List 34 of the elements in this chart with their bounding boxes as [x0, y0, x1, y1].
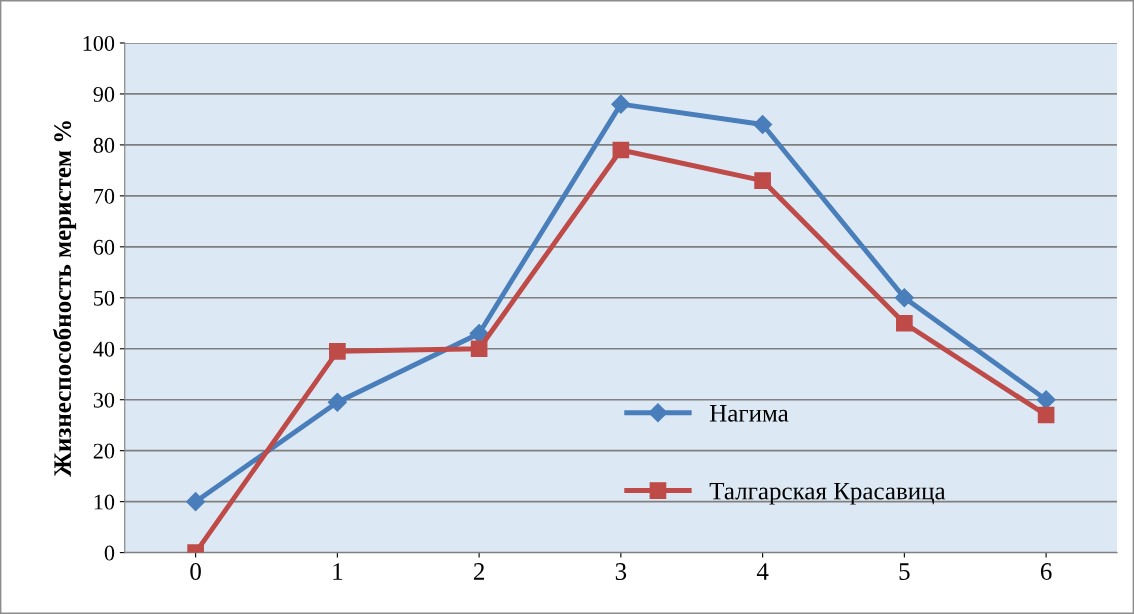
y-tick-label: 10	[94, 494, 115, 510]
x-tick-label: 4	[756, 563, 769, 580]
y-tick-label: 20	[93, 443, 115, 459]
y-tick-label: 100	[83, 35, 115, 51]
y-tick-label: 30	[93, 392, 115, 408]
x-tick-label: 5	[899, 563, 910, 580]
point	[469, 323, 489, 343]
x-tick-label: 3	[615, 563, 627, 580]
point	[894, 288, 914, 308]
y-tick-label: 90	[93, 86, 115, 102]
legend-label: Талгарская Красавица	[709, 482, 946, 505]
y-tick-label: 50	[94, 290, 115, 306]
point	[327, 392, 347, 412]
point	[612, 141, 630, 159]
x-tick-label: 2	[473, 563, 484, 580]
point	[470, 340, 488, 358]
point	[611, 94, 631, 114]
y-tick-label: 80	[93, 137, 115, 153]
x-tick-label: 0	[190, 563, 201, 580]
point	[754, 172, 771, 189]
point	[1037, 406, 1055, 424]
point	[329, 342, 346, 360]
point	[753, 114, 773, 135]
y-tick-label: 0	[104, 545, 115, 561]
y-tick-label: 40	[93, 341, 115, 357]
x-tick-label: 1	[333, 563, 343, 580]
y-tick-label: 60	[93, 239, 115, 255]
point	[896, 314, 913, 332]
y-tick-label: 70	[94, 188, 115, 204]
point	[186, 492, 206, 512]
point	[1036, 390, 1056, 410]
legend-label: Нагима	[709, 405, 789, 422]
x-tick-label: 6	[1040, 563, 1052, 580]
y-axis-title: Жизнеспособность меристем %	[52, 121, 77, 477]
